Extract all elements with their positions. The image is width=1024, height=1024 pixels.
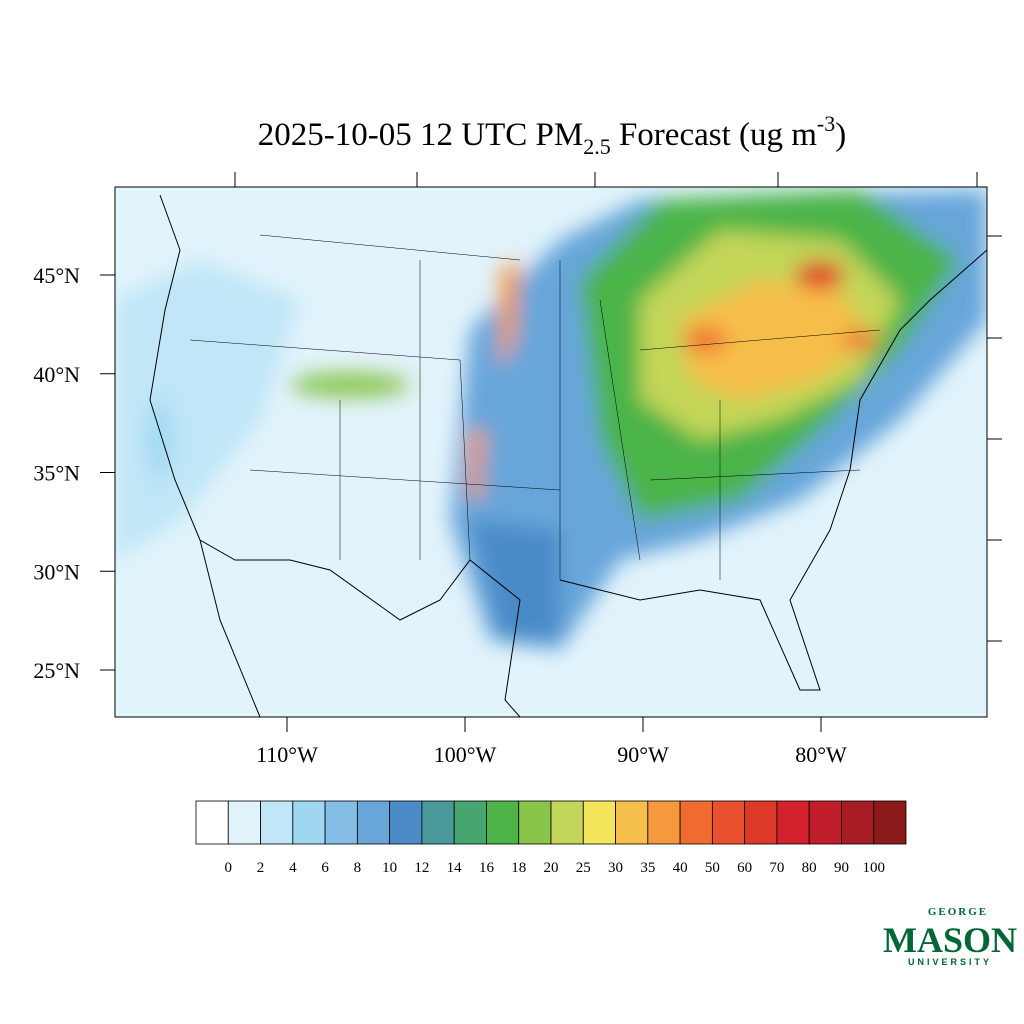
- colorbar-box: [260, 800, 294, 845]
- lon-tick-label: 110°W: [256, 742, 318, 767]
- colorbar-label: 70: [769, 860, 784, 876]
- colorbar-box: [486, 800, 520, 845]
- colorbar-box: [389, 800, 423, 845]
- colorbar-label: 4: [289, 860, 297, 876]
- colorbar-label: 35: [640, 860, 655, 876]
- title: 2025-10-05 12 UTC PM2.5 Forecast (ug m-3…: [258, 111, 846, 159]
- colorbar-label: 0: [225, 860, 233, 876]
- colorbar-label: 60: [737, 860, 752, 876]
- lat-tick-label: 30°N: [33, 559, 80, 584]
- colorbar-box: [808, 800, 842, 845]
- colorbar-box: [292, 800, 326, 845]
- map-field: [115, 187, 987, 717]
- colorbar-box: [776, 800, 810, 845]
- colorbar-label: 2: [257, 860, 265, 876]
- colorbar-box: [453, 800, 487, 845]
- title-sup: -3: [817, 111, 835, 136]
- colorbar-box: [227, 800, 261, 845]
- colorbar-box: [195, 800, 229, 845]
- title-main: 2025-10-05 12 UTC PM: [258, 117, 583, 153]
- colorbar-label: 50: [705, 860, 720, 876]
- colorbar-box: [647, 800, 681, 845]
- lat-tick-label: 25°N: [33, 658, 80, 683]
- lat-tick-label: 35°N: [33, 461, 80, 486]
- colorbar-box: [421, 800, 455, 845]
- colorbar-label: 90: [834, 860, 849, 876]
- logo-bottom: UNIVERSITY: [908, 957, 992, 967]
- colorbar-box: [324, 800, 358, 845]
- frame-ticks: [234, 172, 1002, 642]
- colorbar-label: 8: [354, 860, 362, 876]
- colorbar-label: 12: [414, 860, 429, 876]
- colorbar-box: [356, 800, 391, 845]
- lon-tick-label: 80°W: [795, 742, 847, 767]
- colorbar-label: 16: [479, 860, 495, 876]
- colorbar-label: 30: [608, 860, 623, 876]
- colorbar-label: 25: [576, 860, 591, 876]
- colorbar-box: [841, 800, 875, 845]
- map-frame: [114, 186, 988, 718]
- colorbar-box: [518, 800, 552, 845]
- title-end: ): [835, 117, 846, 153]
- colorbar-label: 80: [802, 860, 817, 876]
- colorbar-box: [582, 800, 616, 845]
- colorbar-box: [873, 800, 907, 845]
- colorbar-label: 6: [321, 860, 329, 876]
- colorbar-label: 18: [511, 860, 526, 876]
- logo-name: MASON: [883, 920, 1017, 960]
- colorbar-box: [679, 800, 713, 845]
- colorbar-box: [615, 800, 649, 845]
- logo: GEORGE MASON UNIVERSITY: [883, 906, 1017, 967]
- colorbar-label: 20: [544, 860, 559, 876]
- title-sub: 2.5: [583, 134, 611, 159]
- colorbar-label: 10: [382, 860, 397, 876]
- lat-tick-label: 40°N: [33, 362, 80, 387]
- colorbar-label: 14: [447, 860, 463, 876]
- lon-tick-label: 100°W: [434, 742, 497, 767]
- title-middle: Forecast (ug m: [611, 117, 818, 153]
- logo-top: GEORGE: [928, 906, 988, 918]
- colorbar-box: [744, 800, 778, 845]
- colorbar-box: [711, 800, 746, 845]
- lon-tick-label: 90°W: [617, 742, 669, 767]
- colorbar-box: [550, 800, 584, 845]
- lat-tick-label: 45°N: [33, 263, 80, 288]
- colorbar-label: 100: [862, 860, 885, 876]
- colorbar-label: 40: [673, 860, 688, 876]
